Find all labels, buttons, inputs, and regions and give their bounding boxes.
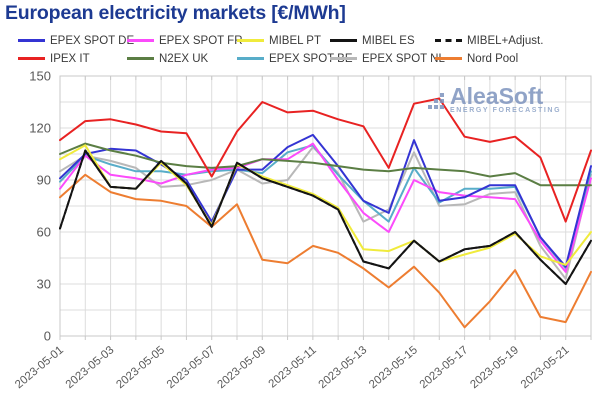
legend-label-epex-spot-be: EPEX SPOT BE: [269, 52, 353, 65]
y-axis-label: 30: [37, 277, 51, 292]
legend-item-epex-spot-be: EPEX SPOT BE: [237, 51, 353, 66]
x-axis-label: 2023-05-09: [215, 344, 268, 391]
legend-label-mibel-es: MIBEL ES: [362, 34, 415, 47]
logo-dot: [440, 99, 444, 103]
legend-swatch-epex-spot-fr: [127, 39, 154, 42]
x-axis-label: 2023-05-07: [165, 344, 218, 391]
legend-swatch-mibel-pt: [237, 39, 264, 42]
x-axis-label: 2023-05-01: [13, 344, 66, 391]
x-axis-label: 2023-05-13: [317, 344, 370, 391]
logo-dot-column: [434, 97, 438, 109]
series-line-ipex-it: [59, 97, 592, 223]
legend-swatch-epex-spot-nl: [330, 57, 357, 60]
legend-row-1: EPEX SPOT DE EPEX SPOT FR MIBEL PT MIBEL ES…: [0, 33, 600, 48]
x-axis-label: 2023-05-17: [418, 344, 471, 391]
y-axis-label: 90: [37, 173, 51, 188]
chart-title: European electricity markets [€/MWh]: [5, 2, 346, 24]
legend-label-nord-pool: Nord Pool: [467, 52, 519, 65]
x-axis-label: 2023-05-21: [519, 344, 572, 391]
legend-item-ipex-it: IPEX IT: [18, 51, 90, 66]
logo-dot: [440, 105, 444, 109]
series-line-nord-pool: [59, 173, 592, 329]
legend-label-ipex-it: IPEX IT: [50, 52, 90, 65]
y-axis-label: 150: [29, 69, 51, 84]
watermark-brand: AleaSoft: [450, 83, 544, 109]
legend-swatch-mibel-es: [330, 39, 357, 42]
series-line-epex-spot-de: [59, 133, 592, 268]
logo-dot: [440, 93, 444, 97]
series-line-epex-spot-nl: [59, 146, 592, 280]
series-line-epex-spot-fr: [59, 142, 592, 273]
series-line-n2ex-uk: [59, 142, 592, 187]
logo-dot-column: [428, 103, 432, 109]
x-axis-label: 2023-05-03: [64, 344, 117, 391]
y-axis-label: 120: [29, 121, 51, 136]
legend-item-mibel-pt: MIBEL PT: [237, 33, 321, 48]
legend-item-mibel-adjust: MIBEL+Adjust.: [435, 33, 543, 48]
legend-item-nord-pool: Nord Pool: [435, 51, 518, 66]
legend-item-epex-spot-fr: EPEX SPOT FR: [127, 33, 243, 48]
x-axis-label: 2023-05-11: [267, 344, 319, 390]
legend-row-2: IPEX IT N2EX UK EPEX SPOT BE EPEX SPOT NL No…: [0, 51, 600, 66]
watermark-tagline: ENERGY FORECASTING: [450, 107, 562, 114]
logo-dot: [434, 99, 438, 103]
x-axis-label: 2023-05-15: [367, 344, 420, 391]
legend-swatch-nord-pool: [435, 57, 462, 60]
legend-swatch-n2ex-uk: [127, 57, 154, 60]
x-axis-label: 2023-05-19: [468, 344, 521, 391]
legend-label-epex-spot-de: EPEX SPOT DE: [50, 34, 135, 47]
legend-item-epex-spot-nl: EPEX SPOT NL: [330, 51, 445, 66]
legend-swatch-ipex-it: [18, 57, 45, 60]
legend-item-epex-spot-de: EPEX SPOT DE: [18, 33, 134, 48]
plot-border: [59, 75, 592, 337]
y-axis-label: 0: [44, 329, 51, 344]
watermark: AleaSoft ENERGY FORECASTING: [428, 84, 561, 114]
legend-label-epex-spot-nl: EPEX SPOT NL: [362, 52, 445, 65]
legend-label-mibel-adjust: MIBEL+Adjust.: [467, 34, 544, 47]
legend-item-n2ex-uk: N2EX UK: [127, 51, 208, 66]
y-axis-label: 60: [37, 225, 51, 240]
legend-label-n2ex-uk: N2EX UK: [159, 52, 209, 65]
legend-label-epex-spot-fr: EPEX SPOT FR: [159, 34, 243, 47]
legend-label-mibel-pt: MIBEL PT: [269, 34, 321, 47]
legend-swatch-mibel-adjust: [435, 39, 462, 42]
logo-dot-column: [440, 91, 444, 109]
legend-swatch-epex-spot-de: [18, 39, 45, 42]
logo-dot: [428, 105, 432, 109]
legend-item-mibel-es: MIBEL ES: [330, 33, 415, 48]
aleasoft-logo-icon: [428, 91, 446, 109]
x-axis-label: 2023-05-05: [114, 344, 167, 391]
logo-dot: [434, 105, 438, 109]
series-line-mibel-adjust: [59, 149, 592, 285]
legend-swatch-epex-spot-be: [237, 57, 264, 60]
